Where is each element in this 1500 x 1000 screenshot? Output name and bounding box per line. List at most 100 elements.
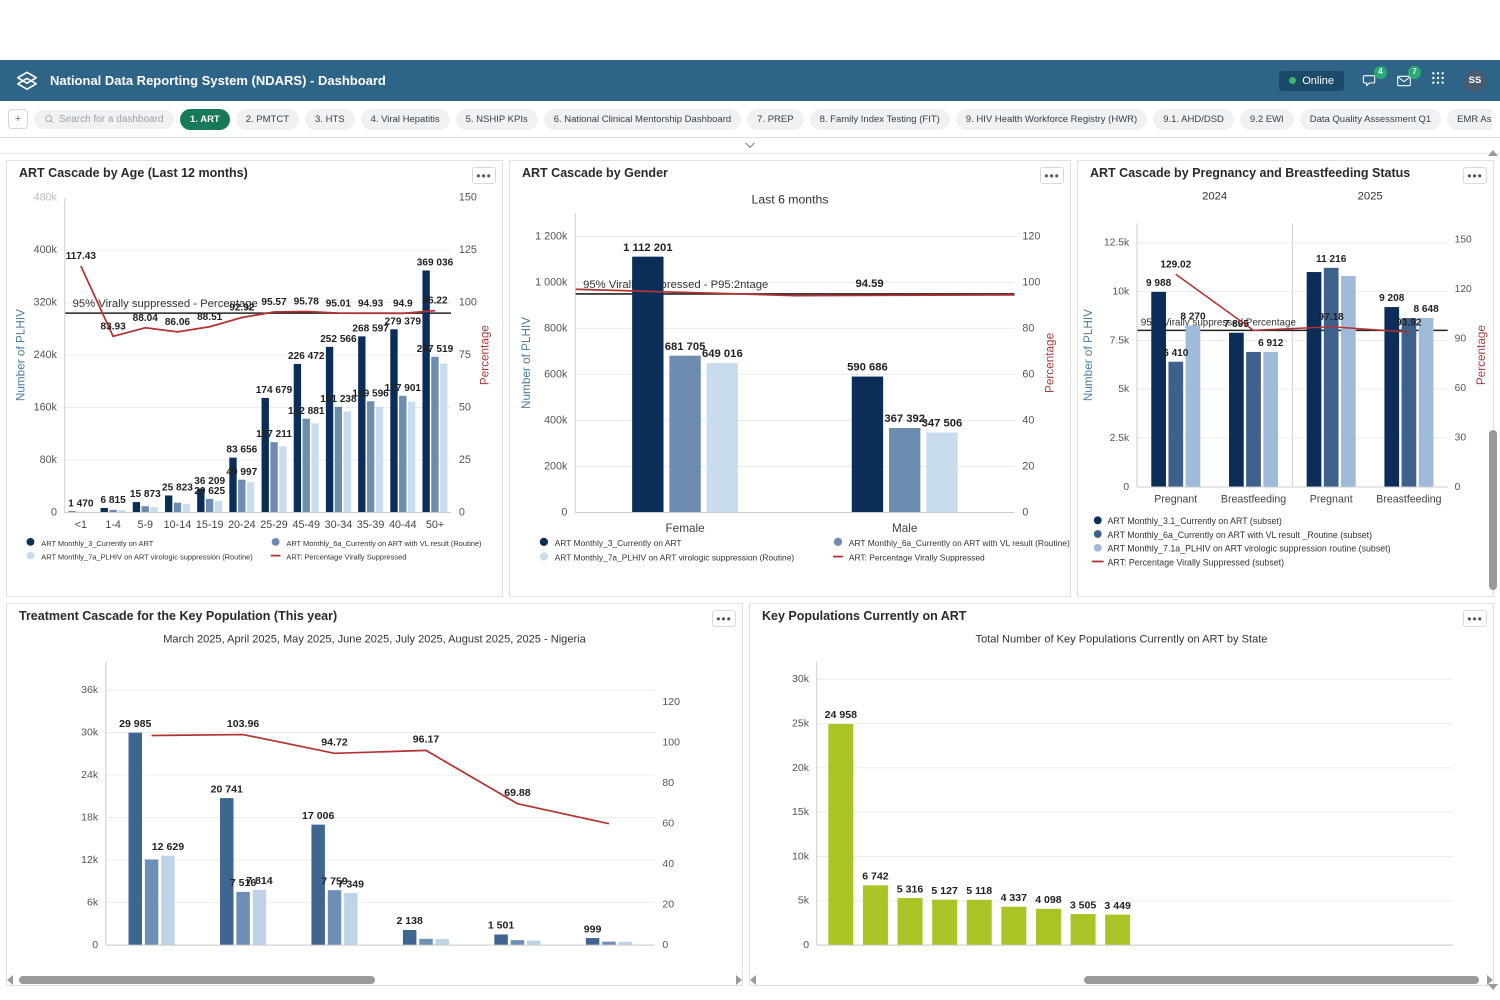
svg-text:69.88: 69.88 [504,787,531,799]
svg-text:8 270: 8 270 [1180,311,1206,322]
svg-text:100: 100 [459,297,477,309]
svg-text:94.59: 94.59 [856,278,884,290]
svg-text:279 379: 279 379 [385,316,422,327]
svg-text:50: 50 [459,401,471,413]
svg-text:347 506: 347 506 [922,418,963,430]
svg-text:200k: 200k [544,460,568,472]
svg-text:Female: Female [665,522,705,535]
svg-text:6 410: 6 410 [1163,348,1189,359]
svg-text:142 881: 142 881 [288,406,325,417]
svg-text:Number of PLHIV: Number of PLHIV [1082,309,1095,401]
svg-text:80: 80 [662,777,674,789]
svg-text:5k: 5k [798,895,810,907]
svg-text:0: 0 [803,939,809,951]
svg-text:83 656: 83 656 [226,445,257,456]
svg-text:3 449: 3 449 [1104,900,1131,912]
svg-text:9 208: 9 208 [1379,293,1405,304]
svg-text:90: 90 [1455,334,1467,345]
svg-text:97.18: 97.18 [1319,312,1345,323]
svg-text:40-44: 40-44 [389,519,417,531]
svg-text:88.04: 88.04 [133,313,159,324]
svg-text:ART Monthly_6a_Currently on AR: ART Monthly_6a_Currently on ART with VL … [1108,530,1373,540]
svg-text:5 316: 5 316 [897,883,924,895]
svg-text:117.43: 117.43 [66,251,97,262]
svg-text:92.92: 92.92 [229,303,255,314]
svg-text:20 741: 20 741 [211,783,243,795]
svg-text:6k: 6k [87,897,99,909]
svg-text:20 625: 20 625 [194,486,225,497]
svg-text:681 705: 681 705 [665,341,706,353]
svg-text:94.72: 94.72 [321,737,348,749]
svg-text:ART Monthly_6a_Currently on AR: ART Monthly_6a_Currently on ART with VL … [286,539,482,548]
svg-text:5 118: 5 118 [966,885,992,897]
svg-text:7 814: 7 814 [246,875,273,887]
svg-text:600k: 600k [544,368,568,380]
svg-text:20: 20 [1022,460,1034,472]
svg-text:649 016: 649 016 [702,348,743,360]
svg-text:25 823: 25 823 [162,483,193,494]
svg-text:95.78: 95.78 [294,297,320,308]
svg-text:1 112 201: 1 112 201 [623,242,673,254]
svg-text:45-49: 45-49 [292,519,320,531]
svg-text:Number of PLHIV: Number of PLHIV [15,309,28,401]
svg-text:2.5k: 2.5k [1110,433,1130,444]
svg-text:7 349: 7 349 [338,878,365,890]
svg-text:125: 125 [459,244,477,256]
svg-text:100: 100 [1022,276,1040,288]
svg-text:5 127: 5 127 [931,885,958,897]
svg-text:95.01: 95.01 [326,298,352,309]
svg-text:8 648: 8 648 [1413,304,1439,315]
svg-text:ART Monthly_3.1_Currently on A: ART Monthly_3.1_Currently on ART (subset… [1108,516,1282,526]
svg-text:40: 40 [1022,414,1034,426]
svg-text:40: 40 [662,858,674,870]
svg-text:24 958: 24 958 [825,709,857,721]
svg-text:95.57: 95.57 [261,297,287,308]
svg-text:96.17: 96.17 [413,734,440,746]
svg-text:30-34: 30-34 [325,519,353,531]
svg-text:7.5k: 7.5k [1110,335,1130,346]
svg-text:480k: 480k [34,192,58,204]
svg-text:103.96: 103.96 [227,718,259,730]
svg-text:0: 0 [1455,482,1461,493]
svg-text:240k: 240k [34,349,58,361]
svg-text:252 566: 252 566 [320,334,357,345]
svg-text:369 036: 369 036 [417,258,454,269]
svg-text:0: 0 [92,939,98,951]
svg-text:4 098: 4 098 [1035,894,1062,906]
svg-text:Percentage: Percentage [478,325,491,386]
svg-text:Male: Male [892,522,918,535]
svg-text:15-19: 15-19 [196,519,224,531]
svg-text:6 815: 6 815 [101,495,127,506]
svg-text:Pregnant: Pregnant [1310,494,1353,506]
svg-text:800k: 800k [544,322,568,334]
svg-text:2024: 2024 [1202,191,1227,203]
svg-text:999: 999 [584,923,602,935]
svg-text:29 985: 29 985 [119,718,151,730]
svg-text:ART Monthly_3_Currently on ART: ART Monthly_3_Currently on ART [41,539,153,548]
svg-text:129.02: 129.02 [1160,259,1191,270]
svg-text:Percentage: Percentage [1475,325,1488,386]
svg-text:367 392: 367 392 [884,413,925,425]
svg-text:2025: 2025 [1358,191,1383,203]
svg-text:0: 0 [459,506,465,518]
svg-text:35-39: 35-39 [357,519,385,531]
svg-text:Total Number of Key Population: Total Number of Key Populations Currentl… [976,633,1268,645]
svg-text:83.93: 83.93 [101,321,127,332]
svg-text:1-4: 1-4 [105,519,121,531]
svg-text:12.5k: 12.5k [1104,238,1130,249]
svg-text:36k: 36k [81,684,99,696]
svg-text:1 000k: 1 000k [535,276,568,288]
svg-text:20: 20 [662,899,674,911]
svg-text:30: 30 [1455,432,1467,443]
svg-text:49 997: 49 997 [226,467,257,478]
svg-text:177 901: 177 901 [385,383,422,394]
svg-text:86.06: 86.06 [165,317,191,328]
svg-text:24k: 24k [81,769,99,781]
svg-text:4 337: 4 337 [1001,892,1028,904]
svg-text:ART Monthly_7a_PLHIV on ART vi: ART Monthly_7a_PLHIV on ART virologic su… [555,552,795,562]
svg-text:160k: 160k [34,401,58,413]
svg-text:120: 120 [662,696,680,708]
svg-text:590 686: 590 686 [847,362,888,374]
svg-text:226 472: 226 472 [288,351,325,362]
svg-text:95% Virally suppressed - P95:2: 95% Virally suppressed - P95:2ntage [583,279,768,291]
